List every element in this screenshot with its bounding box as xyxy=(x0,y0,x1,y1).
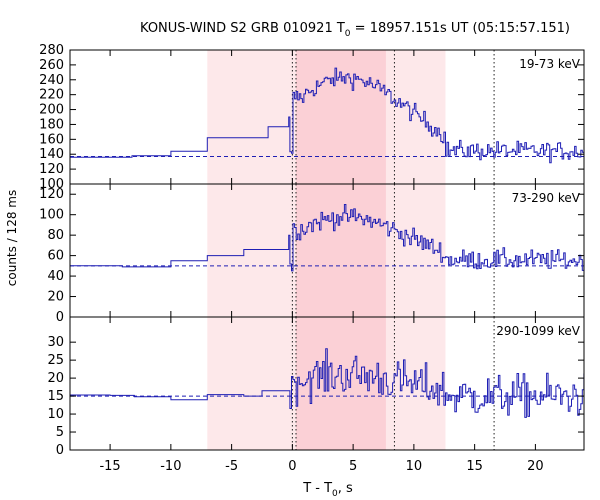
y-tick-label: 60 xyxy=(47,249,64,264)
y-axis-label: counts / 128 ms xyxy=(5,190,19,286)
y-tick-label: 160 xyxy=(39,132,64,147)
y-tick-label: 240 xyxy=(39,73,64,88)
y-tick-label: 20 xyxy=(47,290,64,305)
chart-title-prefix: KONUS-WIND S2 GRB 010921 T xyxy=(140,21,345,36)
x-axis-label: T - T0, s xyxy=(302,481,353,499)
x-tick-label: -5 xyxy=(225,459,238,474)
x-tick-label: 15 xyxy=(466,459,483,474)
energy-band-label: 73-290 keV xyxy=(512,191,581,205)
y-tick-label: 280 xyxy=(39,43,64,58)
y-tick-label: 20 xyxy=(47,371,64,386)
panel-3: 0 5 10 15 20 25 30 290-1099 keV xyxy=(47,316,585,458)
x-tick-label: -10 xyxy=(160,459,181,474)
y-tick-label: 140 xyxy=(39,147,64,162)
count-rate-series xyxy=(70,204,585,272)
chart-title-suffix: = 18957.151s UT (05:15:57.151) xyxy=(351,21,570,36)
x-tick-label: 0 xyxy=(288,459,296,474)
y-tick-label: 10 xyxy=(47,407,64,422)
y-tick-label: 0 xyxy=(56,443,64,458)
y-tick-label: 180 xyxy=(39,117,64,132)
x-tick-label: 10 xyxy=(406,459,423,474)
x-tick-label: -15 xyxy=(99,459,120,474)
y-tick-label: 30 xyxy=(47,335,64,350)
chart-title: KONUS-WIND S2 GRB 010921 T0 = 18957.151s… xyxy=(140,21,570,39)
energy-band-label: 19-73 keV xyxy=(519,57,581,71)
y-tick-label: 80 xyxy=(47,228,64,243)
count-rate-series xyxy=(70,348,585,418)
y-tick-label: 15 xyxy=(47,389,64,404)
shade-dark-region xyxy=(296,184,386,317)
panel-frame xyxy=(69,316,585,451)
y-tick-label: 100 xyxy=(39,177,64,192)
y-tick-label: 40 xyxy=(47,269,64,284)
y-tick-label: 100 xyxy=(39,208,64,223)
y-tick-label: 220 xyxy=(39,88,64,103)
x-axis-label-prefix: T - T xyxy=(302,481,332,496)
y-tick-label: 200 xyxy=(39,103,64,118)
y-tick-label: 25 xyxy=(47,353,64,368)
shade-dark-region xyxy=(296,50,386,184)
y-tick-label: 120 xyxy=(39,187,64,202)
y-tick-label: 5 xyxy=(56,425,64,440)
y-tick-label: 0 xyxy=(56,310,64,325)
panel-2: 0 20 40 60 80 100 120 73-290 keV xyxy=(39,183,585,325)
y-tick-label: 260 xyxy=(39,58,64,73)
x-tick-label: 5 xyxy=(349,459,357,474)
y-tick-label: 120 xyxy=(39,162,64,177)
x-tick-label: 20 xyxy=(527,459,544,474)
count-rate-series xyxy=(70,67,585,164)
x-axis-label-subscript: 0 xyxy=(332,489,338,499)
energy-band-label: 290-1099 keV xyxy=(496,324,580,338)
chart-title-subscript: 0 xyxy=(345,29,351,39)
x-axis-label-suffix: , s xyxy=(338,481,353,496)
